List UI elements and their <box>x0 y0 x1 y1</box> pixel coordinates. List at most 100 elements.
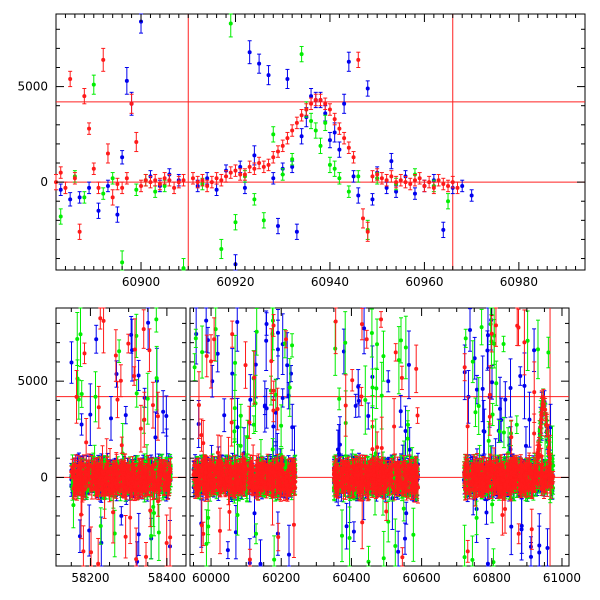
data-point <box>152 510 157 515</box>
data-point <box>112 531 117 536</box>
data-point <box>74 394 79 399</box>
data-point <box>384 185 389 190</box>
data-point <box>176 180 181 185</box>
data-point <box>141 327 146 332</box>
data-point <box>105 183 110 188</box>
data-point <box>304 107 309 112</box>
data-point <box>156 530 161 535</box>
data-point <box>157 182 162 187</box>
data-point <box>76 487 81 492</box>
data-point <box>200 178 205 183</box>
data-point <box>422 183 427 188</box>
data-point <box>181 178 186 183</box>
data-point <box>299 52 304 57</box>
bottom-panel: 58200 58400 60000 60200 60400 60600 60800 61000… <box>17 307 581 585</box>
data-point <box>98 524 103 529</box>
data-point <box>153 435 158 440</box>
data-point <box>313 128 318 133</box>
data-point <box>150 403 155 408</box>
data-point <box>88 412 93 417</box>
data-point <box>142 417 147 422</box>
x-tick-label: 60960 <box>405 275 443 289</box>
data-point <box>69 469 74 474</box>
data-point <box>327 138 332 143</box>
data-point <box>101 318 106 323</box>
data-point <box>436 178 441 183</box>
data-point <box>68 197 73 202</box>
data-point <box>129 101 134 106</box>
data-point <box>138 426 143 431</box>
data-point <box>168 535 173 540</box>
data-point <box>132 374 137 379</box>
data-point <box>252 197 257 202</box>
data-point <box>89 550 94 555</box>
x-tick-label: 60900 <box>122 275 160 289</box>
data-point <box>337 176 342 181</box>
data-point <box>164 414 169 419</box>
data-point <box>101 191 106 196</box>
data-point <box>323 111 328 116</box>
data-point <box>134 187 139 192</box>
data-point <box>120 185 125 190</box>
series-green <box>58 13 451 271</box>
data-point <box>93 394 98 399</box>
data-point <box>128 515 133 520</box>
data-point <box>394 189 399 194</box>
data-point <box>105 151 110 156</box>
data-point <box>346 145 351 150</box>
data-point <box>153 178 158 183</box>
data-point <box>151 504 156 509</box>
data-point <box>394 180 399 185</box>
data-point <box>166 487 171 492</box>
data-point <box>238 164 243 169</box>
data-point <box>209 180 214 185</box>
data-point <box>195 180 200 185</box>
data-point <box>346 189 351 194</box>
data-point <box>115 397 120 402</box>
data-point <box>82 351 87 356</box>
data-point <box>162 183 167 188</box>
data-point <box>115 212 120 217</box>
data-point <box>167 178 172 183</box>
data-point <box>161 409 166 414</box>
data-point <box>384 178 389 183</box>
data-point <box>294 120 299 125</box>
data-point <box>224 174 229 179</box>
data-point <box>96 208 101 213</box>
data-point <box>148 508 153 513</box>
data-point <box>139 183 144 188</box>
data-point <box>111 510 116 515</box>
data-point <box>72 176 77 181</box>
data-point <box>58 170 63 175</box>
data-point <box>69 360 74 365</box>
data-point <box>119 513 124 518</box>
data-point <box>370 174 375 179</box>
data-point <box>294 229 299 234</box>
data-point <box>145 396 150 401</box>
data-point <box>153 189 158 194</box>
data-point <box>309 118 314 123</box>
data-point <box>379 176 384 181</box>
data-point <box>266 162 271 167</box>
data-point <box>164 540 169 545</box>
data-point <box>351 174 356 179</box>
data-point <box>238 172 243 177</box>
data-point <box>242 185 247 190</box>
data-point <box>247 164 252 169</box>
data-point <box>356 174 361 179</box>
data-point <box>214 187 219 192</box>
data-point <box>58 187 63 192</box>
data-point <box>87 185 92 190</box>
data-point <box>275 224 280 229</box>
data-point <box>228 170 233 175</box>
data-point <box>342 136 347 141</box>
data-point <box>356 193 361 198</box>
data-point <box>117 349 122 354</box>
data-point <box>144 554 149 559</box>
data-point <box>113 353 118 358</box>
data-point <box>149 533 154 538</box>
data-point <box>181 266 186 271</box>
data-point <box>337 147 342 152</box>
data-point <box>389 174 394 179</box>
data-point <box>82 94 87 99</box>
